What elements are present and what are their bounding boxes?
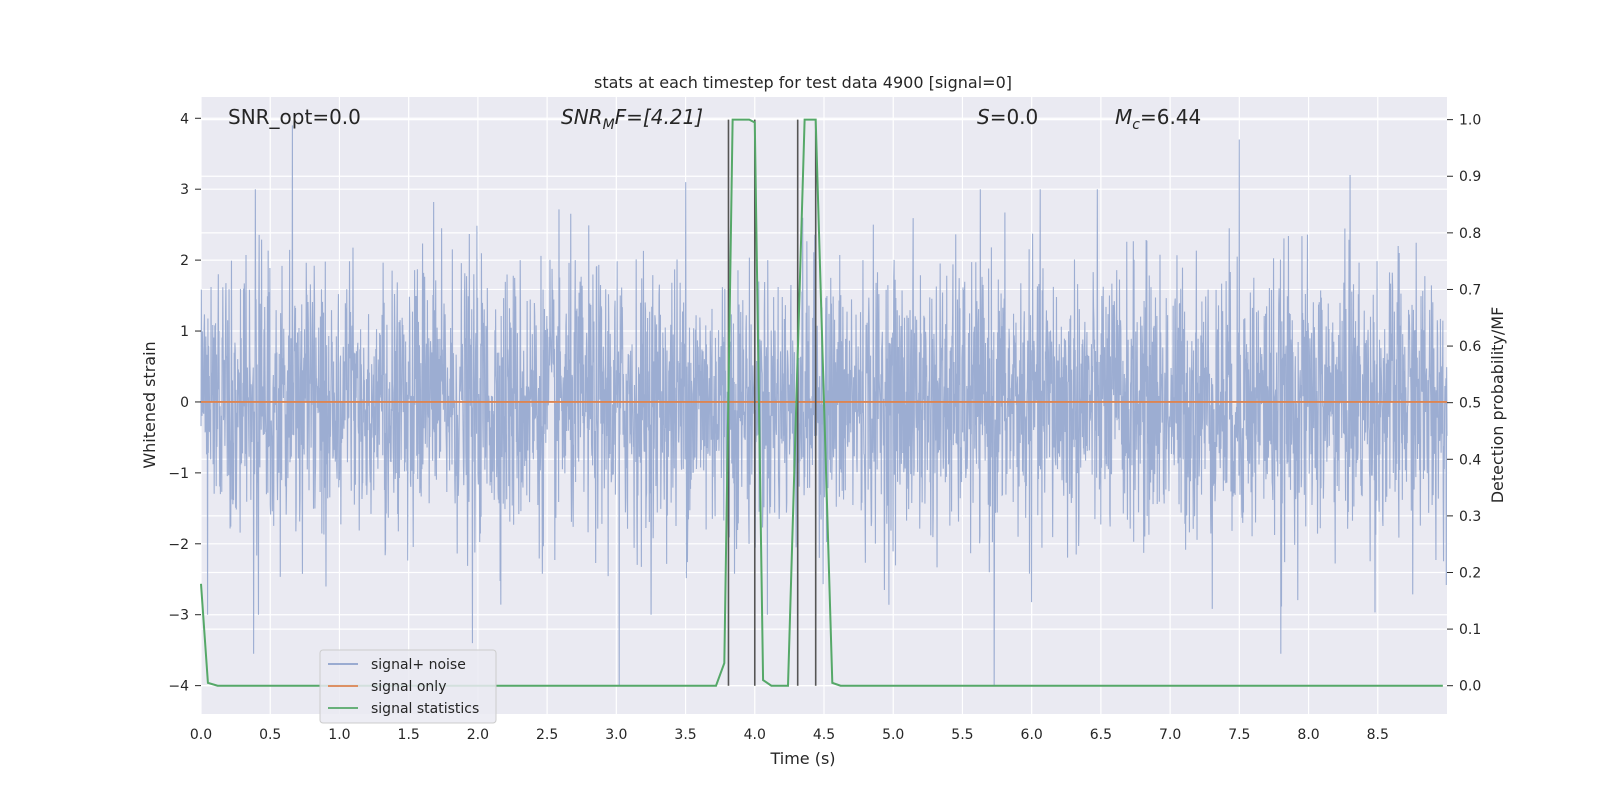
legend-box: [319, 649, 497, 724]
mc-value: =6.44: [1140, 105, 1201, 129]
snr-mf-annotation: SNRMF=[4.21]: [561, 105, 703, 133]
mc-subscript: c: [1132, 117, 1140, 133]
x-tick-label: 2.0: [467, 727, 489, 743]
s-symbol: S: [977, 105, 990, 129]
x-tick-label: 2.5: [536, 727, 558, 743]
snr-mf-subscript: M: [603, 117, 615, 133]
y2-tick-label: 0.9: [1459, 169, 1481, 185]
y-tick-label: 1: [180, 324, 189, 340]
y2-tick-label: 0.6: [1459, 339, 1481, 355]
x-axis-ticks: 0.0 0.5 1.0 1.5 2.0 2.5 3.0 3.5 4.0 4.5 5.0 5.5 6.0 6…: [190, 727, 1389, 743]
y2-tick-label: 0.0: [1459, 679, 1481, 695]
x-tick-label: 4.0: [744, 727, 766, 743]
s-annotation: S=0.0: [977, 105, 1038, 129]
y2-tick-label: 0.2: [1459, 565, 1481, 581]
x-tick-label: 0.5: [259, 727, 281, 743]
x-tick-label: 6.0: [1021, 727, 1043, 743]
y2-tick-label: 0.8: [1459, 226, 1481, 242]
mc-symbol: M: [1115, 105, 1132, 129]
x-tick-label: 7.0: [1159, 727, 1181, 743]
legend-label-signal-statistics: signal statistics: [371, 701, 479, 717]
y2-axis-label: Detection probability/MF: [1488, 307, 1507, 504]
y2-axis-ticks: 1.0 0.9 0.8 0.7 0.6 0.5 0.4 0.3 0.2 0.1 0.0: [1447, 113, 1481, 695]
y-tick-label: −2: [168, 537, 189, 553]
x-tick-label: 3.5: [674, 727, 696, 743]
y-tick-label: 4: [180, 111, 189, 127]
legend: signal+ noise signal only signal statist…: [319, 649, 497, 724]
snr-mf-symbol: SNR: [561, 105, 603, 129]
y-tick-label: −3: [168, 608, 189, 624]
x-tick-label: 1.0: [328, 727, 350, 743]
x-axis-label: Time (s): [769, 749, 835, 768]
snr-mf-value: F=[4.21]: [615, 105, 703, 129]
y-tick-label: 2: [180, 253, 189, 269]
x-tick-label: 8.0: [1297, 727, 1319, 743]
y2-tick-label: 0.3: [1459, 509, 1481, 525]
x-tick-label: 3.0: [605, 727, 627, 743]
snr-opt-annotation: SNR_opt=0.0: [228, 105, 361, 129]
y-tick-label: −1: [168, 466, 189, 482]
chart-title: stats at each timestep for test data 490…: [594, 73, 1012, 92]
y-axis-ticks: 4 3 2 1 0 −1 −2 −3 −4: [168, 111, 201, 695]
y-tick-label: 0: [180, 395, 189, 411]
s-value: =0.0: [990, 105, 1039, 129]
y-tick-label: 3: [180, 182, 189, 198]
x-tick-label: 6.5: [1090, 727, 1112, 743]
x-tick-label: 8.5: [1367, 727, 1389, 743]
y-axis-label: Whitened strain: [140, 341, 159, 468]
y2-tick-label: 0.5: [1459, 396, 1481, 412]
x-tick-label: 7.5: [1228, 727, 1250, 743]
y2-tick-label: 0.1: [1459, 622, 1481, 638]
x-tick-label: 5.5: [951, 727, 973, 743]
legend-label-signal-only: signal only: [371, 679, 446, 695]
mc-annotation: Mc=6.44: [1115, 105, 1201, 133]
x-tick-label: 5.0: [882, 727, 904, 743]
legend-label-signal-noise: signal+ noise: [371, 657, 466, 673]
x-tick-label: 0.0: [190, 727, 212, 743]
y2-tick-label: 0.7: [1459, 282, 1481, 298]
x-tick-label: 4.5: [813, 727, 835, 743]
y2-tick-label: 1.0: [1459, 113, 1481, 129]
y-tick-label: −4: [168, 679, 189, 695]
x-tick-label: 1.5: [398, 727, 420, 743]
y2-tick-label: 0.4: [1459, 452, 1481, 468]
